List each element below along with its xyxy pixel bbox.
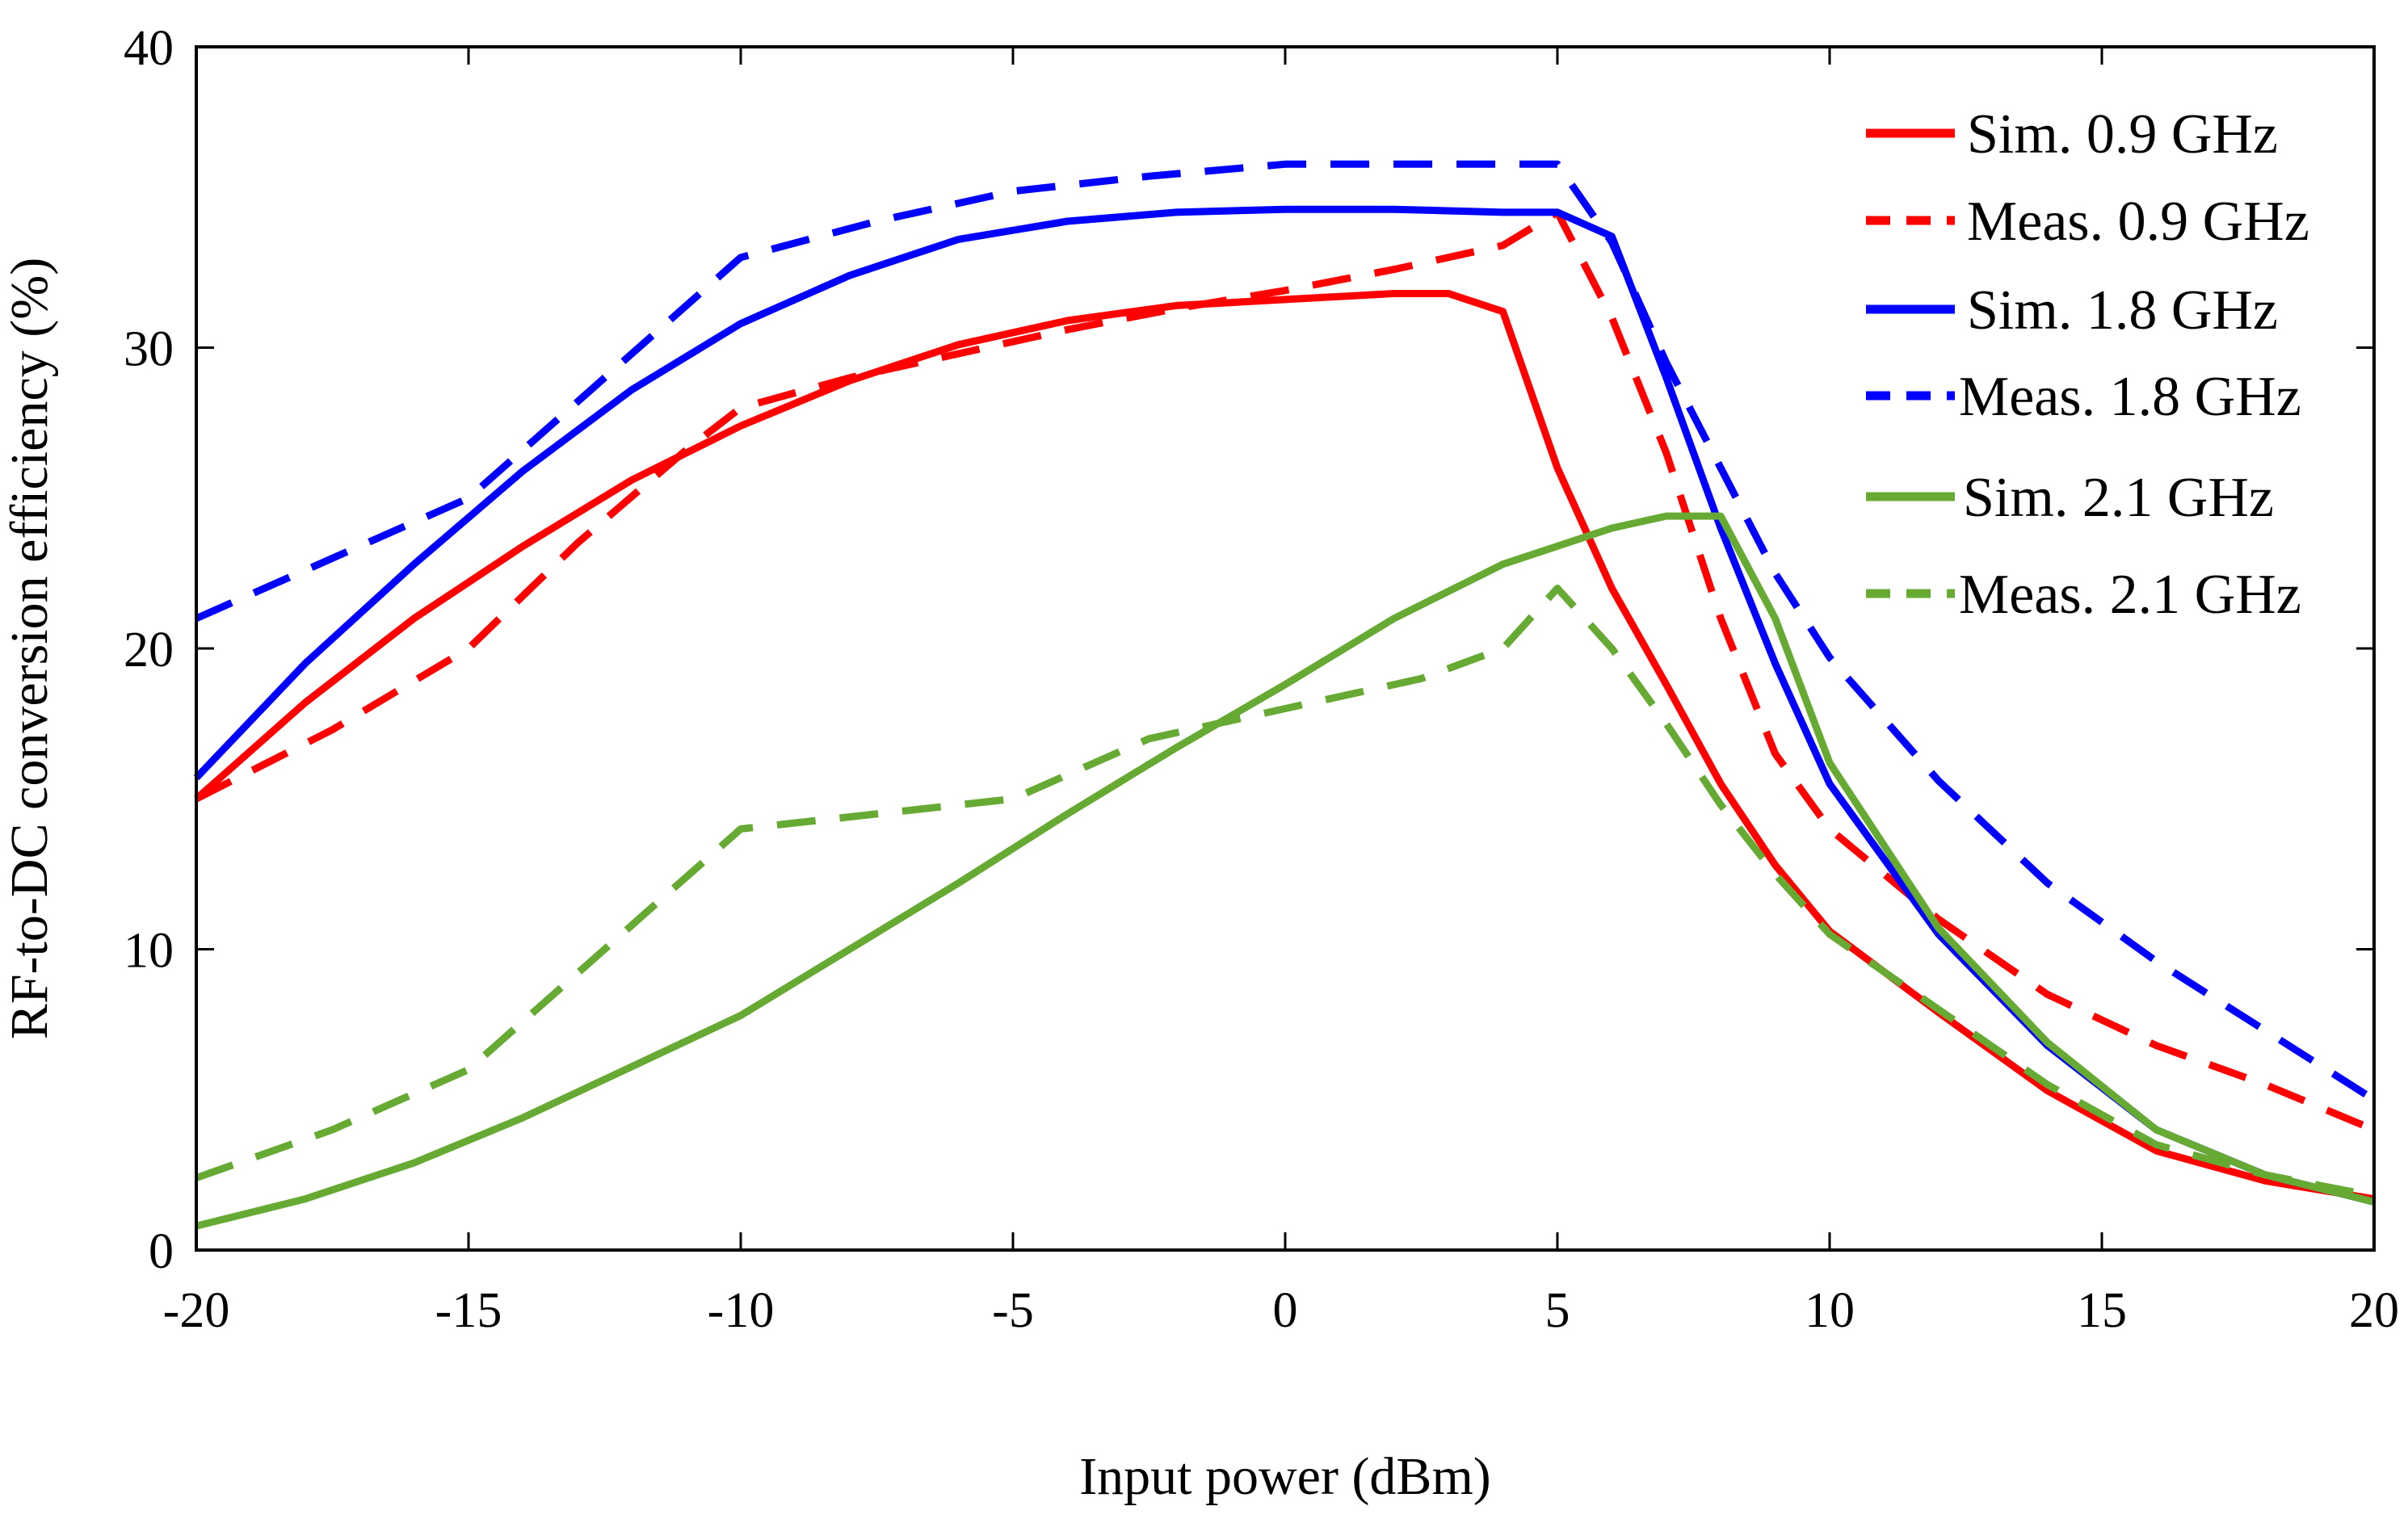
series-line-3: [193, 205, 2376, 1206]
legend-label-4: Meas. 1.8 GHz: [1959, 366, 2301, 428]
y-axis-title: RF-to-DC conversion efficiency (%): [0, 258, 59, 1039]
series-layer: [193, 160, 2376, 1230]
series-line-2: [194, 208, 2376, 1134]
legend: Sim. 0.9 GHz Meas. 0.9 GHz Sim. 1.8 GHz Mea…: [1866, 103, 2309, 626]
x-tick-label: 10: [1805, 1283, 1855, 1338]
x-tick-label: -10: [708, 1283, 775, 1338]
y-tick-label: 0: [149, 1224, 174, 1279]
x-tick-label: 15: [2077, 1283, 2127, 1338]
x-tick-label: -5: [992, 1283, 1034, 1338]
x-axis-title: Input power (dBm): [1079, 1447, 1491, 1506]
legend-label-6: Meas. 2.1 GHz: [1959, 564, 2301, 626]
y-tick-label: 40: [124, 21, 174, 76]
series-line-5: [195, 512, 2376, 1230]
series-line-6: [195, 585, 2375, 1200]
x-tick-label: 5: [1545, 1283, 1570, 1338]
legend-label-1: Sim. 0.9 GHz: [1967, 103, 2278, 166]
x-tick-label: 20: [2349, 1283, 2399, 1338]
x-tick-label: -20: [163, 1283, 230, 1338]
legend-label-3: Sim. 1.8 GHz: [1967, 279, 2278, 342]
series-line-4: [195, 160, 2376, 1103]
tick-layer: -20 -15 -10 -5 0 5 10 15 20 0 10 20 30 40: [124, 21, 2399, 1338]
y-tick-label: 20: [124, 623, 174, 678]
legend-label-5: Sim. 2.1 GHz: [1963, 467, 2274, 529]
legend-label-2: Meas. 0.9 GHz: [1967, 191, 2309, 253]
x-tick-label: -15: [435, 1283, 502, 1338]
y-tick-label: 10: [124, 924, 174, 979]
y-tick-label: 30: [124, 322, 174, 377]
x-tick-label: 0: [1273, 1283, 1298, 1338]
